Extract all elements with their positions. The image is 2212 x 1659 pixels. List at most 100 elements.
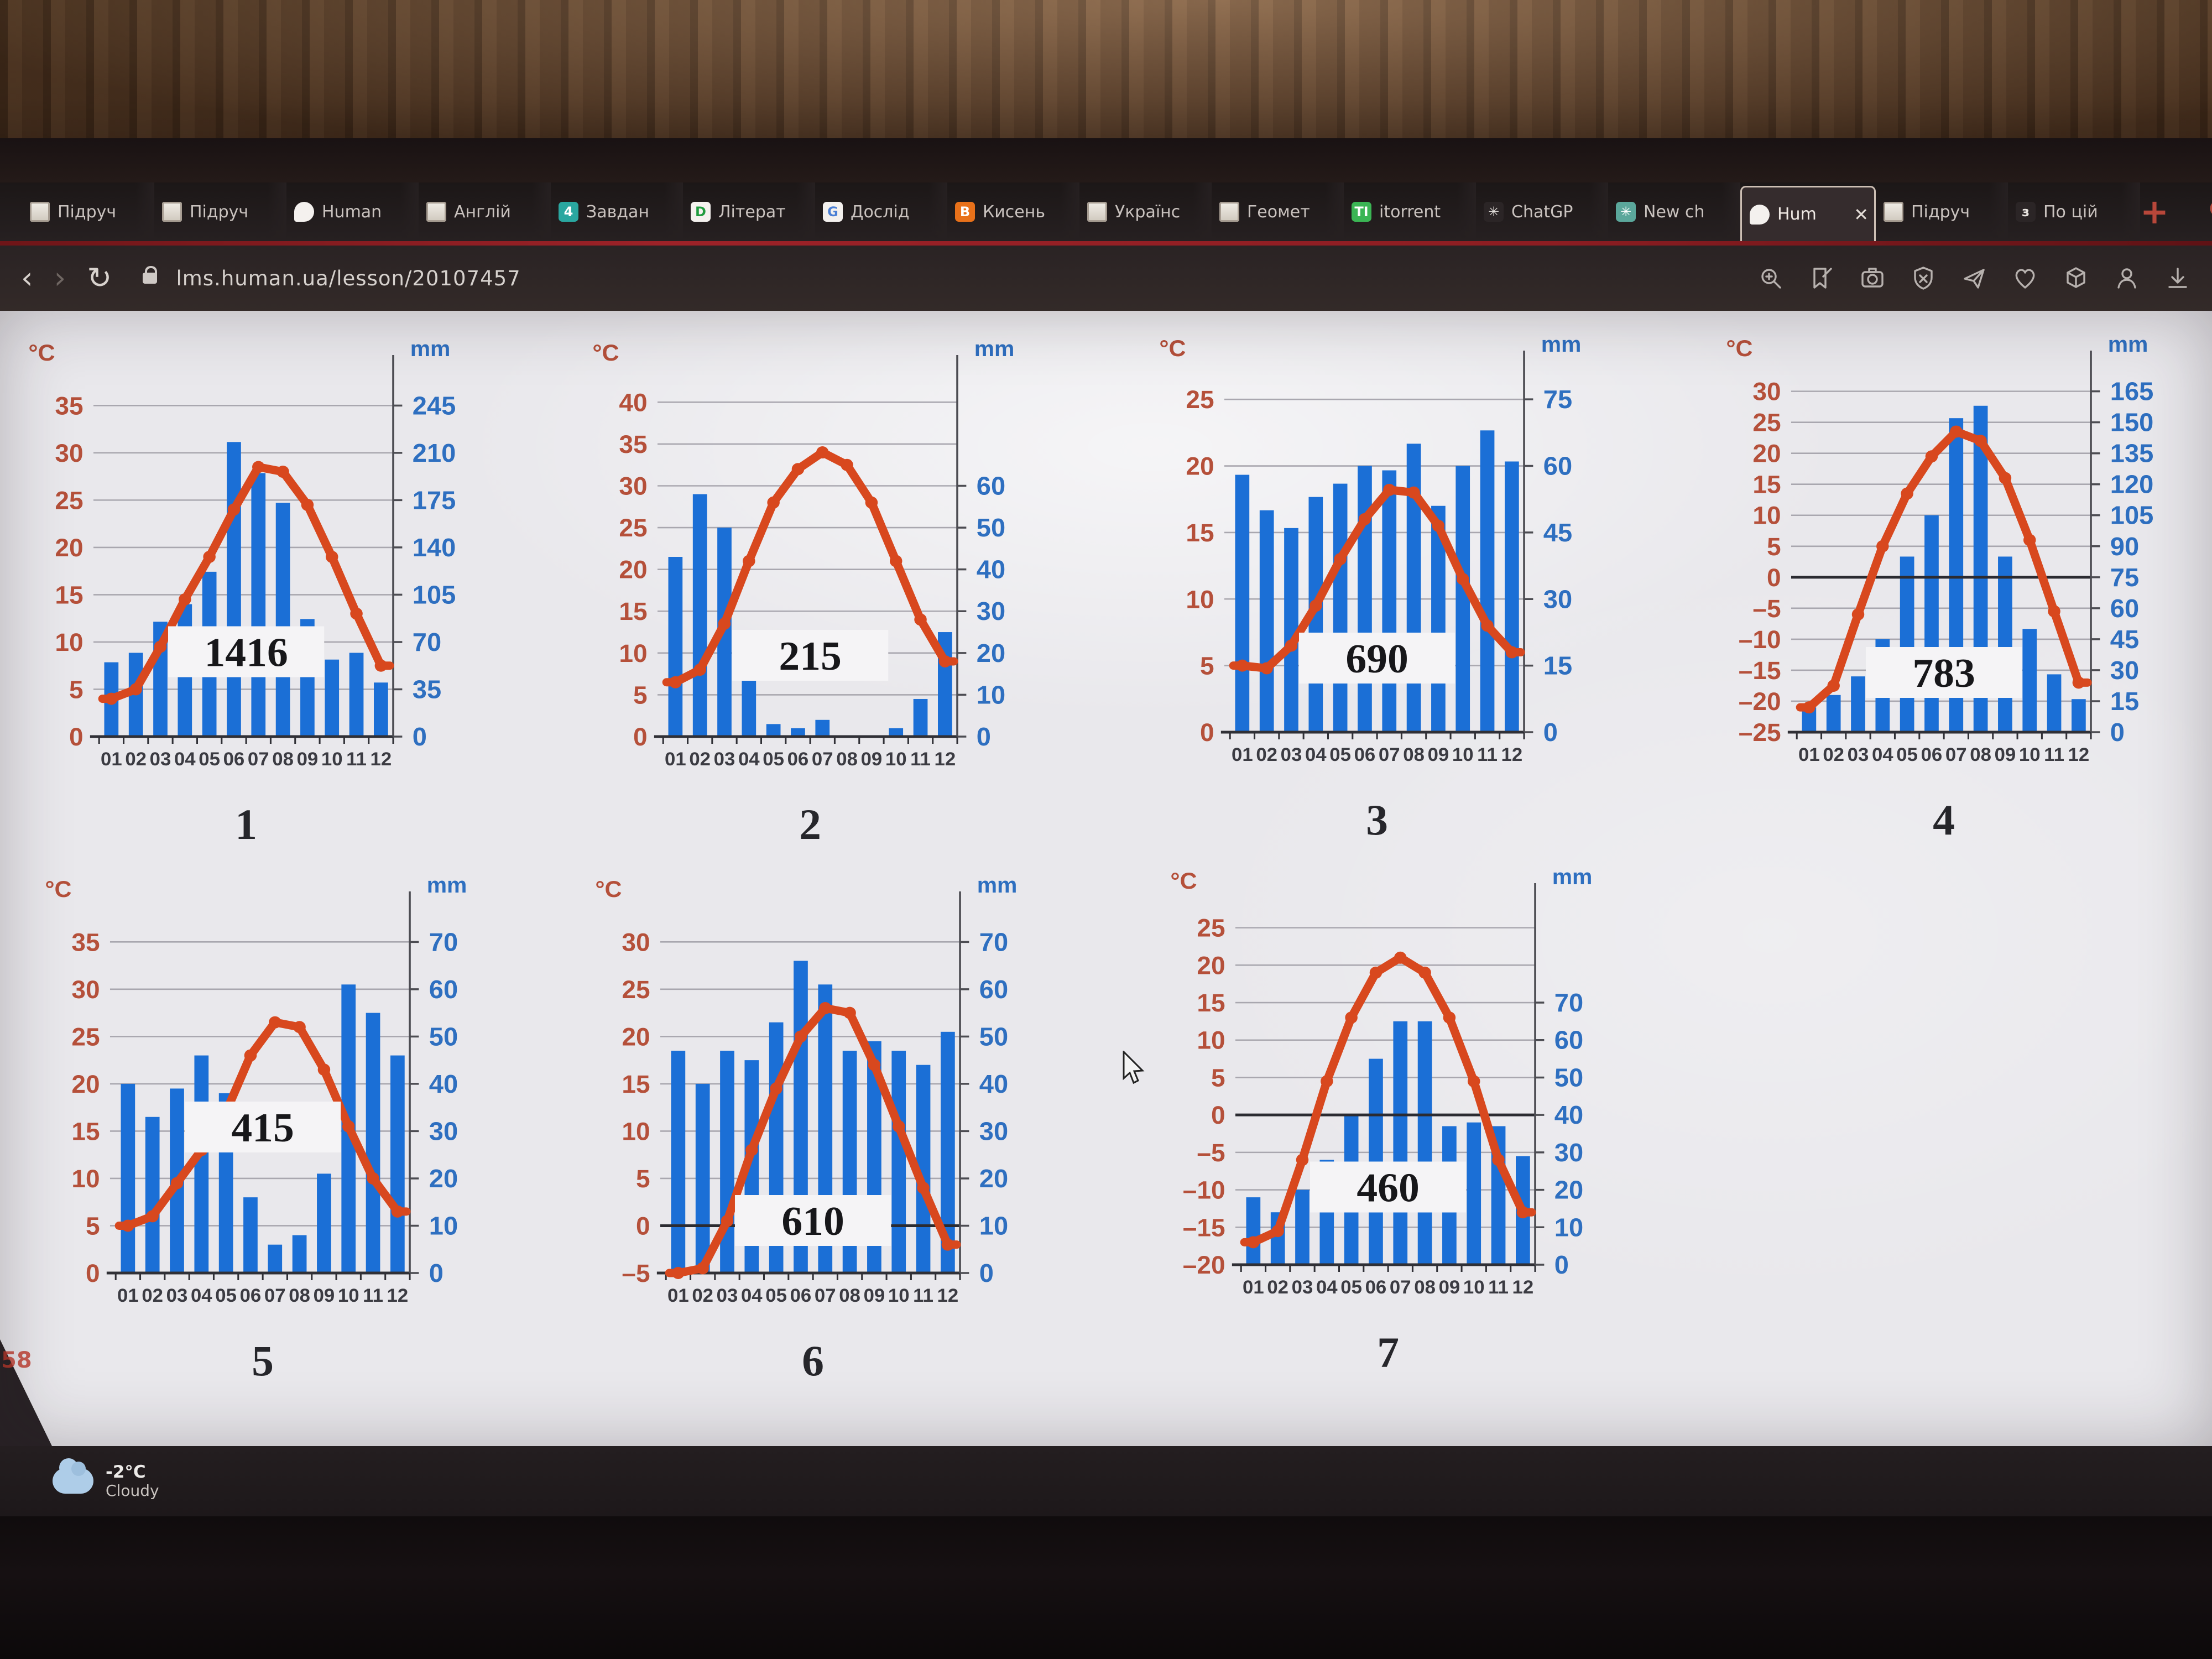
taskbar-weather-widget[interactable]: -2°C Cloudy [53, 1458, 159, 1500]
book-favicon [30, 202, 50, 222]
svg-text:03: 03 [714, 749, 735, 770]
svg-text:105: 105 [2110, 501, 2153, 529]
svg-text:10: 10 [979, 1212, 1008, 1240]
svg-text:60: 60 [1543, 452, 1572, 480]
browser-tab-9[interactable]: Українс [1079, 182, 1212, 241]
svg-text:0: 0 [979, 1259, 994, 1287]
svg-text:35: 35 [55, 392, 83, 420]
svg-text:–5: –5 [1752, 594, 1781, 622]
svg-text:15: 15 [1543, 651, 1572, 680]
svg-text:40: 40 [979, 1070, 1008, 1098]
svg-text:135: 135 [2110, 439, 2153, 467]
svg-text:09: 09 [314, 1285, 335, 1306]
reload-button[interactable]: ↻ [87, 260, 112, 295]
svg-text:mm: mm [977, 872, 1018, 897]
svg-text:10: 10 [1554, 1213, 1583, 1241]
svg-text:03: 03 [1848, 744, 1869, 765]
new-tab-button[interactable]: + [2140, 191, 2169, 232]
browser-tab-3[interactable]: Human [286, 182, 419, 241]
svg-text:11: 11 [363, 1285, 383, 1306]
browser-tab-7[interactable]: G Дослід [815, 182, 947, 241]
svg-text:01: 01 [667, 1285, 689, 1306]
svg-text:60: 60 [977, 472, 1005, 500]
forward-button[interactable]: › [54, 260, 66, 295]
svg-text:°C: °C [28, 340, 55, 365]
svg-text:0: 0 [1211, 1102, 1225, 1129]
tab-close-icon[interactable]: ✕ [1854, 204, 1869, 225]
tab-label: Hum [1777, 205, 1817, 224]
svg-text:10: 10 [888, 1285, 910, 1306]
send-icon[interactable] [1960, 264, 1989, 293]
svg-text:30: 30 [1554, 1138, 1583, 1166]
svg-text:5: 5 [1767, 533, 1781, 560]
browser-tab-12[interactable]: ✳ ChatGP [1476, 182, 1608, 241]
tab-search-icon[interactable] [2208, 198, 2212, 226]
browser-tab-2[interactable]: Підруч [154, 182, 286, 241]
svg-text:70: 70 [1554, 989, 1583, 1017]
svg-text:01: 01 [117, 1285, 139, 1306]
svg-text:35: 35 [619, 430, 647, 458]
climograph-7: 70 60 50 40 30 20 10 0 25 20 15 10 5 0 –5 –10 –15 –20 460 0… [1136, 855, 1634, 1386]
svg-text:08: 08 [1403, 744, 1425, 765]
mouse-cursor [1123, 1051, 1145, 1084]
screenshot-camera-icon[interactable] [1858, 264, 1887, 293]
book-favicon [426, 202, 446, 222]
shield-block-icon[interactable] [1909, 264, 1938, 293]
profile-icon[interactable] [2112, 264, 2141, 293]
svg-text:70: 70 [979, 928, 1008, 956]
svg-text:45: 45 [1543, 518, 1572, 546]
svg-text:08: 08 [1970, 744, 1991, 765]
svg-text:20: 20 [55, 534, 83, 561]
svg-text:08: 08 [1414, 1277, 1436, 1298]
browser-tab-10[interactable]: Геомет [1212, 182, 1344, 241]
svg-text:5: 5 [636, 1165, 650, 1192]
svg-text:610: 610 [781, 1199, 844, 1244]
browser-tab-1[interactable]: Підруч [22, 182, 154, 241]
svg-text:1416: 1416 [204, 630, 288, 675]
svg-text:mm: mm [2108, 331, 2148, 356]
address-bar[interactable]: lms.human.ua/lesson/20107457 [176, 266, 521, 290]
svg-text:05: 05 [1329, 744, 1351, 765]
browser-tab-13[interactable]: ✳ New ch [1608, 182, 1740, 241]
svg-text:45: 45 [2110, 625, 2139, 653]
svg-text:20: 20 [979, 1164, 1008, 1192]
svg-text:40: 40 [619, 389, 647, 416]
svg-text:75: 75 [1543, 385, 1572, 414]
svg-text:5: 5 [86, 1212, 100, 1240]
svg-text:06: 06 [1354, 744, 1376, 765]
zoom-in-icon[interactable] [1756, 264, 1785, 293]
svg-text:06: 06 [787, 749, 809, 770]
browser-tab-4[interactable]: Англій [419, 182, 551, 241]
svg-text:°C: °C [45, 876, 71, 901]
svg-text:10: 10 [1186, 586, 1214, 613]
browser-tab-8[interactable]: B Кисень [947, 182, 1079, 241]
svg-text:30: 30 [979, 1117, 1008, 1145]
browser-tab-14[interactable]: Hum ✕ [1740, 186, 1876, 241]
svg-text:15: 15 [1197, 989, 1225, 1017]
svg-text:11: 11 [1488, 1277, 1509, 1298]
tab-strip: Підруч Підруч Human Англій 4 Завдан D Літерат G Д… [0, 182, 2140, 241]
svg-text:0: 0 [429, 1259, 444, 1287]
browser-tab-5[interactable]: 4 Завдан [551, 182, 683, 241]
svg-text:10: 10 [429, 1212, 458, 1240]
svg-text:10: 10 [622, 1118, 650, 1145]
svg-text:12: 12 [387, 1285, 409, 1306]
browser-tab-16[interactable]: з По цій [2008, 182, 2140, 241]
browser-tab-6[interactable]: D Літерат [683, 182, 815, 241]
svg-text:03: 03 [1281, 744, 1302, 765]
extensions-cube-icon[interactable] [2062, 264, 2090, 293]
svg-text:415: 415 [231, 1105, 294, 1151]
svg-text:30: 30 [977, 597, 1005, 625]
bookmark-edit-icon[interactable] [1807, 264, 1836, 293]
svg-text:15: 15 [71, 1118, 100, 1145]
back-button[interactable]: ‹ [21, 260, 33, 295]
tab-label: Підруч [190, 202, 249, 222]
browser-tab-11[interactable]: TI itorrent [1344, 182, 1476, 241]
favorites-heart-icon[interactable] [2011, 264, 2039, 293]
svg-text:25: 25 [1186, 386, 1214, 414]
downloads-icon[interactable] [2163, 264, 2192, 293]
browser-tab-bar: Підруч Підруч Human Англій 4 Завдан D Літерат G Д… [0, 182, 2212, 241]
svg-text:02: 02 [689, 749, 711, 770]
svg-text:07: 07 [815, 1285, 836, 1306]
browser-tab-15[interactable]: Підруч [1876, 182, 2008, 241]
